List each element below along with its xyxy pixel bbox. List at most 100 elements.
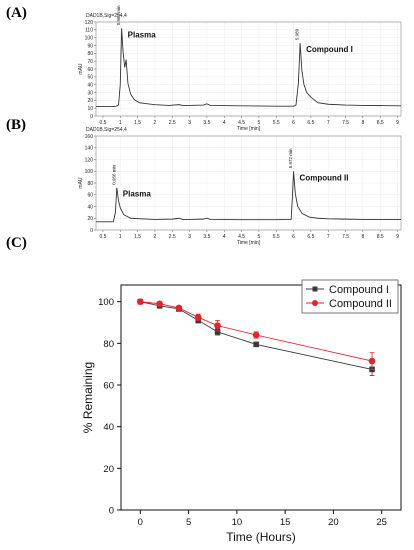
panel-b-y-tick-label: 140 — [85, 146, 94, 152]
panel-b-peak-time-label: 0.956 min — [111, 164, 116, 184]
panel-b-x-tick-label: 6 — [292, 234, 295, 240]
x-tick-label: 20 — [328, 517, 339, 528]
panel-a-y-tick-label: 100 — [85, 35, 94, 41]
panel-a-x-tick-label: 4.5 — [238, 120, 245, 126]
x-tick-label: 15 — [280, 517, 291, 528]
panel-b-y-tick-label: 160 — [85, 134, 94, 140]
plot-frame — [120, 284, 402, 511]
panel-a-y-tick-label: 60 — [87, 67, 93, 73]
x-tick-label: 25 — [376, 517, 387, 528]
panel-a-y-tick-label: 10 — [87, 106, 93, 112]
panel-b-x-tick-label: 7 — [327, 234, 330, 240]
panel-a-x-tick-label: 6 — [292, 120, 295, 126]
panel-a-x-tick-label: 3 — [188, 120, 191, 126]
y-tick-label: 60 — [103, 381, 114, 392]
panel-b-x-tick-label: 3.5 — [203, 234, 210, 240]
panel-b-peak-name: Compound II — [300, 173, 349, 182]
panel-b-peak-time-label: 5.972 min — [288, 148, 293, 168]
panel-a-x-tick-label: 7.5 — [342, 120, 349, 126]
panel-a-x-tick-label: 8.5 — [377, 120, 384, 126]
panel-a-y-tick-label: 70 — [87, 59, 93, 65]
y-axis-title: % Remaining — [81, 362, 95, 433]
compound-i-point — [214, 329, 221, 335]
panel-a-y-tick-label: 120 — [85, 20, 94, 26]
panel-b-y-tick-label: 60 — [87, 193, 93, 199]
x-tick-label: 10 — [232, 517, 243, 528]
panel-b-y-tick-label: 0 — [90, 228, 93, 234]
panel-label-a: (A) — [6, 5, 27, 21]
compound-ii-point — [214, 322, 221, 329]
panel-a-x-tick-label: 5.5 — [273, 120, 280, 126]
legend-label-compound-i: Compound I — [329, 284, 389, 296]
panel-b-x-tick-label: 1.5 — [134, 234, 141, 240]
panel-a-peak-time-label: 5.989 — [295, 28, 300, 40]
panel-b-x-tick-label: 2.5 — [169, 234, 176, 240]
y-tick-label: 80 — [103, 339, 114, 350]
panel-b-signal-title: DAD1B,Sig=254,4 — [86, 127, 127, 133]
panel-a-y-tick-label: 20 — [87, 98, 93, 104]
panel-b-x-tick-label: 1 — [119, 234, 122, 240]
x-axis-title: Time (Hours) — [226, 530, 296, 544]
panel-a-x-tick-label: 7 — [327, 120, 330, 126]
panel-b-plot-frame — [95, 135, 402, 231]
panel-a-x-tick-label: 0.5 — [99, 120, 106, 126]
panel-a-peak-name: Plasma — [128, 30, 157, 39]
panel-b-y-tick-label: 100 — [85, 169, 94, 175]
compound-ii-point — [137, 298, 144, 305]
panel-a-trace — [96, 28, 402, 108]
panel-a-x-tick-label: 2.5 — [169, 120, 176, 126]
x-tick-label: 5 — [186, 517, 191, 528]
panel-b-x-tick-label: 0.5 — [99, 234, 106, 240]
y-tick-label: 20 — [103, 464, 114, 475]
panel-a-x-tick-label: 6.5 — [307, 120, 314, 126]
panel-a-y-tick-label: 80 — [87, 51, 93, 57]
panel-b-x-tick-label: 8.5 — [377, 234, 384, 240]
panel-a-x-tick-label: 1.5 — [134, 120, 141, 126]
panel-b-y-tick-label: 80 — [87, 181, 93, 187]
y-tick-label: 100 — [98, 297, 114, 308]
panel-label-b: (B) — [6, 117, 26, 133]
panel-a-peak-time-label: 0.964 min — [116, 5, 121, 25]
compound-ii-point — [252, 331, 260, 339]
y-tick-label: 0 — [109, 506, 114, 517]
panel-a-x-tick-label: 5 — [258, 120, 261, 126]
panel-b-y-tick-label: 20 — [87, 216, 93, 222]
legend-marker-compound-ii — [312, 300, 318, 306]
panel-a-x-tick-label: 4 — [223, 120, 226, 126]
panel-a-y-tick-label: 30 — [87, 90, 93, 96]
panel-a-signal-title: DAD1B,Sig=254,4 — [86, 13, 127, 19]
panel-a-x-tick-label: 8 — [361, 120, 364, 126]
panel-label-c: (C) — [6, 235, 27, 251]
panel-a-y-tick-label: 0 — [90, 114, 93, 120]
x-tick-label: 0 — [138, 517, 143, 528]
panel-a-x-tick-label: 9 — [396, 120, 399, 126]
panel-b-y-axis-title: mAU — [78, 177, 84, 189]
panel-b-x-tick-label: 8 — [361, 234, 364, 240]
panel-b-x-tick-label: 3 — [188, 234, 191, 240]
panel-a-peak-name: Compound I — [306, 45, 353, 54]
compound-ii-point — [175, 304, 183, 312]
panel-a-x-tick-label: 2 — [154, 120, 157, 126]
legend-label-compound-ii: Compound II — [329, 298, 392, 310]
panel-b-x-tick-label: 5 — [258, 234, 261, 240]
panel-a-plot-frame — [95, 21, 402, 117]
compound-ii-point — [156, 300, 163, 308]
legend-marker-compound-i — [312, 286, 318, 292]
panel-b-trace — [96, 171, 401, 223]
panel-b-peak-name: Plasma — [123, 190, 152, 199]
panel-b-x-axis-title: Time [min] — [237, 240, 261, 246]
compound-ii-point — [194, 313, 202, 321]
panel-a-x-tick-label: 3.5 — [203, 120, 210, 126]
panel-b-x-tick-label: 4.5 — [238, 234, 245, 240]
compound-i-point — [253, 341, 259, 348]
panel-b-x-tick-label: 9 — [396, 234, 399, 240]
panel-b-x-tick-label: 7.5 — [342, 234, 349, 240]
panel-a-y-axis-title: mAU — [78, 63, 84, 75]
legend-box — [301, 279, 399, 314]
panel-a-x-tick-label: 1 — [119, 120, 122, 126]
panel-b-x-tick-label: 2 — [154, 234, 157, 240]
panel-a-y-tick-label: 90 — [87, 43, 93, 49]
panel-a-x-axis-title: Time [min] — [237, 126, 261, 132]
y-tick-label: 40 — [103, 422, 114, 433]
